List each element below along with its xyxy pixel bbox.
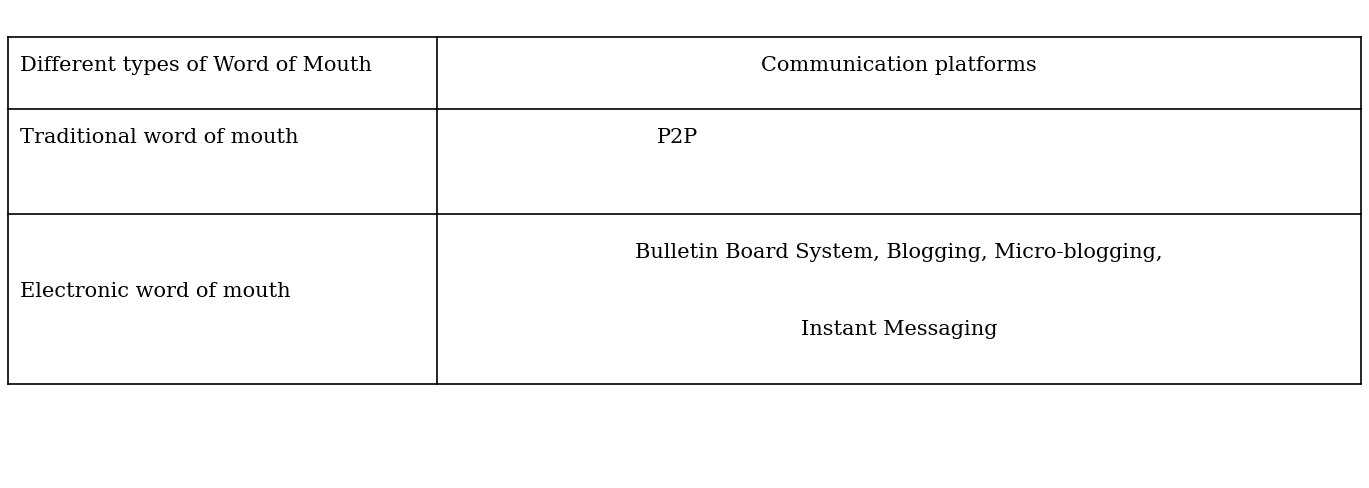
Text: Different types of Word of Mouth: Different types of Word of Mouth (21, 56, 372, 75)
Text: Bulletin Board System, Blogging, Micro-blogging,: Bulletin Board System, Blogging, Micro-b… (635, 243, 1162, 262)
Text: Communication platforms: Communication platforms (761, 56, 1036, 75)
Text: Electronic word of mouth: Electronic word of mouth (21, 282, 290, 301)
Text: Instant Messaging: Instant Messaging (801, 320, 997, 339)
Text: P2P: P2P (657, 128, 698, 147)
Text: Traditional word of mouth: Traditional word of mouth (21, 128, 298, 147)
